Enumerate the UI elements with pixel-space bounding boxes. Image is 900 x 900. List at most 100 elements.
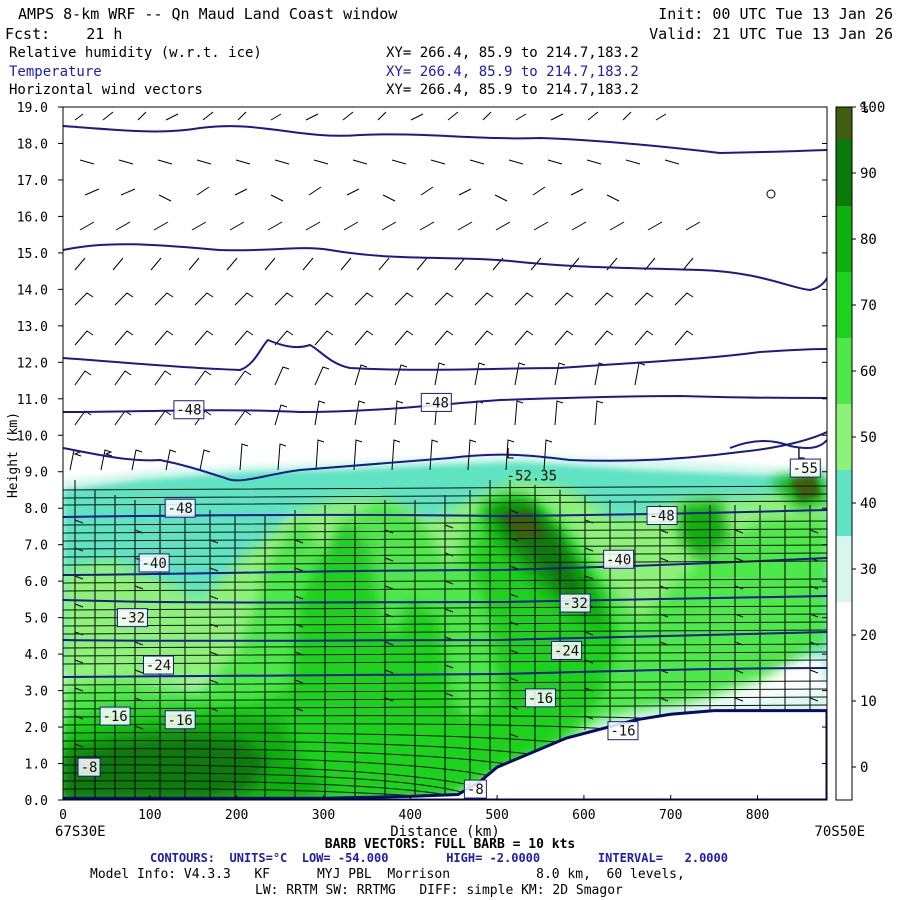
colorbar-label: 80 [860,232,877,248]
rh-100-region [500,475,820,540]
isotherm [729,439,827,449]
y-tick-label: 18.0 [17,137,48,152]
x-tick-label: 100 [138,808,161,823]
wind-barb-row [74,257,694,271]
contour-label-box [99,706,131,726]
isotherm [63,394,827,414]
field-label-rh: Relative humidity (w.r.t. ice) [9,45,262,61]
y-tick-label: 3.0 [25,685,48,700]
isotherm [63,243,827,292]
colorbar-swatch [836,536,852,602]
wind-barb-row [84,186,620,202]
contour-label-box [646,506,678,526]
x-tick-label: 600 [572,808,595,823]
colorbar-swatch [836,107,852,140]
isotherm [63,431,827,482]
colorbar-label: 30 [860,562,877,578]
isotherm [63,338,827,372]
colorbar-swatch [836,470,852,536]
contour-label: -8 [467,782,484,798]
colorbar-swatch [836,602,852,668]
y-axis-label: Height (km) [6,412,21,498]
colorbar-swatch [836,338,852,404]
colorbar-swatch [836,272,852,338]
contour-label: -40 [142,556,167,572]
x-tick-label: 300 [312,808,335,823]
contour-label: -48 [424,395,449,411]
y-tick-label: 7.0 [25,539,48,554]
right-endpoint-label: 70S50E [814,824,865,840]
contour-label: -48 [649,509,674,525]
colorbar-swatch [836,404,852,470]
contour-label: -16 [528,691,553,707]
contours-note: CONTOURS: UNITS=°C LOW= -54.000 HIGH= -2… [150,851,728,865]
isotherm [63,667,827,678]
field-label-temperature: Temperature [9,64,102,80]
y-tick-label: 4.0 [25,648,48,663]
isotherm [63,595,827,604]
y-tick-label: 0.0 [25,794,48,809]
x-tick-label: 200 [225,808,248,823]
y-tick-label: 19.0 [17,101,48,116]
contour-label: -32 [563,596,588,612]
colorbar-unit: % [860,101,869,117]
colorbar-swatch [836,140,852,206]
contour-label: -16 [168,713,193,729]
wind-barb-row [74,111,667,121]
valid-time: Valid: 21 UTC Tue 13 Jan 26 [649,25,893,43]
contour-label-box [116,608,148,628]
contour-label-box [525,688,556,708]
y-tick-label: 13.0 [17,320,48,335]
colorbar-label: 0 [860,760,868,776]
contour-label: -55 [793,461,818,477]
contour-labels: -48 -48-52.35L L-55-48 -48-40 -40-32-32-24-2… [77,392,821,799]
field-label-wind: Horizontal wind vectors [9,82,203,98]
colorbar-label: 20 [860,628,877,644]
wind-barb-row [74,362,646,386]
y-tick-label: 9.0 [25,466,48,481]
left-endpoint-label: 67S30E [55,824,106,840]
contour-label-box [789,458,821,478]
x-tick-label: 500 [485,808,508,823]
x-tick-label: 400 [399,808,422,823]
model-info: Model Info: V4.3.3 KF MYJ PBL Morrison 8… [90,867,685,882]
contour-label-box [164,710,196,730]
x-tick-label: 800 [746,808,769,823]
contour-label: -40 [606,552,631,568]
isotherm [63,557,827,576]
x-tick-label: 700 [659,808,682,823]
contour-label-box [607,721,639,741]
colorbar: 0 10 20 30 40 50 60 70 80 90 100 [835,100,885,801]
x-axis-label: Distance (km) [390,824,500,840]
contour-label-box [138,553,170,573]
y-tick-label: 8.0 [25,502,48,517]
y-tick-label: 1.0 [25,758,48,773]
wind-barb-row [79,221,701,231]
contour-label: -8 [81,760,98,776]
y-axis: 0.0 1.0 2.0 3.0 4.0 5.0 6.0 7.0 8.0 9.0 10.0 11.0 12… [17,101,827,809]
x-tick-label: 0 [59,808,67,823]
y-tick-label: 17.0 [17,174,48,189]
isotherm [63,125,827,155]
contour-label: -16 [102,709,127,725]
contour-label: -48 [176,403,201,419]
init-time: Init: 00 UTC Tue 13 Jan 26 [658,5,893,23]
y-tick-label: 10.0 [17,429,48,444]
contour-label-box [77,757,101,777]
contour-label: -24 [554,643,579,659]
forecast-hour: Fcst: 21 h [5,25,122,43]
contour-label: -32 [120,611,145,627]
colorbar-label: 70 [860,298,877,314]
y-tick-label: 12.0 [17,356,48,371]
y-tick-label: 14.0 [17,283,48,298]
contour-label-box [551,640,583,660]
wind-barb-row [74,292,694,306]
low-center-label: L [506,447,514,463]
colorbar-label: 50 [860,430,877,446]
colorbar-swatch [836,206,852,272]
temperature-contours [63,125,827,678]
contour-label-box [603,549,635,569]
y-tick-label: 5.0 [25,612,48,627]
contour-label-box [143,655,174,675]
